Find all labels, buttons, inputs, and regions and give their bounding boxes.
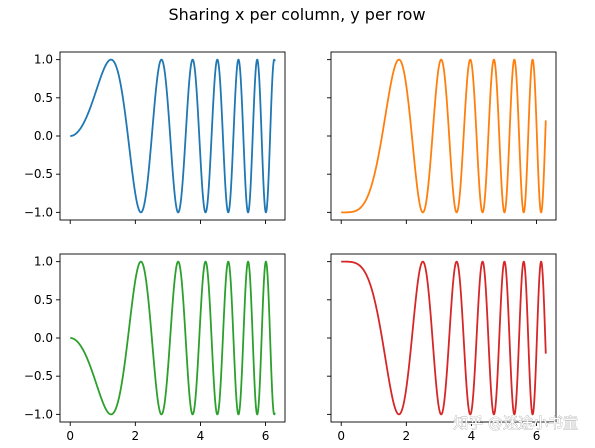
watermark-text: 知乎 @迷途小书童 xyxy=(453,414,578,432)
subplot-bottom-left: 0 2 4 6 −1.0 −0.5 0.0 0.5 1.0 xyxy=(24,253,286,443)
x-tick-label: 0 xyxy=(66,429,74,443)
series-line-bottom-right xyxy=(340,260,547,416)
y-tick-label: 0.5 xyxy=(34,91,53,105)
x-tick-label: 2 xyxy=(132,429,140,443)
x-tick-label: 0 xyxy=(337,429,345,443)
axes-frame-bottom-left xyxy=(59,253,286,423)
subplot-bottom-right: 0 2 4 6 xyxy=(327,253,557,443)
figure-title: Sharing x per column, y per row xyxy=(168,5,425,24)
y-tick-label: −0.5 xyxy=(24,167,53,181)
axes-frame-top-left xyxy=(59,51,286,221)
series-line-bottom-left xyxy=(69,260,276,416)
series-line-top-left xyxy=(69,58,276,214)
subplot-top-left: −1.0 −0.5 0.0 0.5 1.0 xyxy=(24,51,286,224)
x-tick-label: 6 xyxy=(262,429,270,443)
x-tick-label: 4 xyxy=(197,429,205,443)
y-tick-label: 0.0 xyxy=(34,129,53,143)
y-tick-label: 0.0 xyxy=(34,331,53,345)
y-tick-label: 1.0 xyxy=(34,53,53,67)
y-tick-label: −0.5 xyxy=(24,369,53,383)
x-tick-label: 2 xyxy=(403,429,411,443)
y-tick-label: 0.5 xyxy=(34,293,53,307)
subplot-top-right xyxy=(327,51,557,224)
x-tick-label: 4 xyxy=(468,429,476,443)
y-tick-label: 1.0 xyxy=(34,255,53,269)
series-line-top-right xyxy=(340,58,547,214)
y-tick-label: −1.0 xyxy=(24,407,53,421)
y-tick-label: −1.0 xyxy=(24,205,53,219)
x-tick-label: 6 xyxy=(533,429,541,443)
